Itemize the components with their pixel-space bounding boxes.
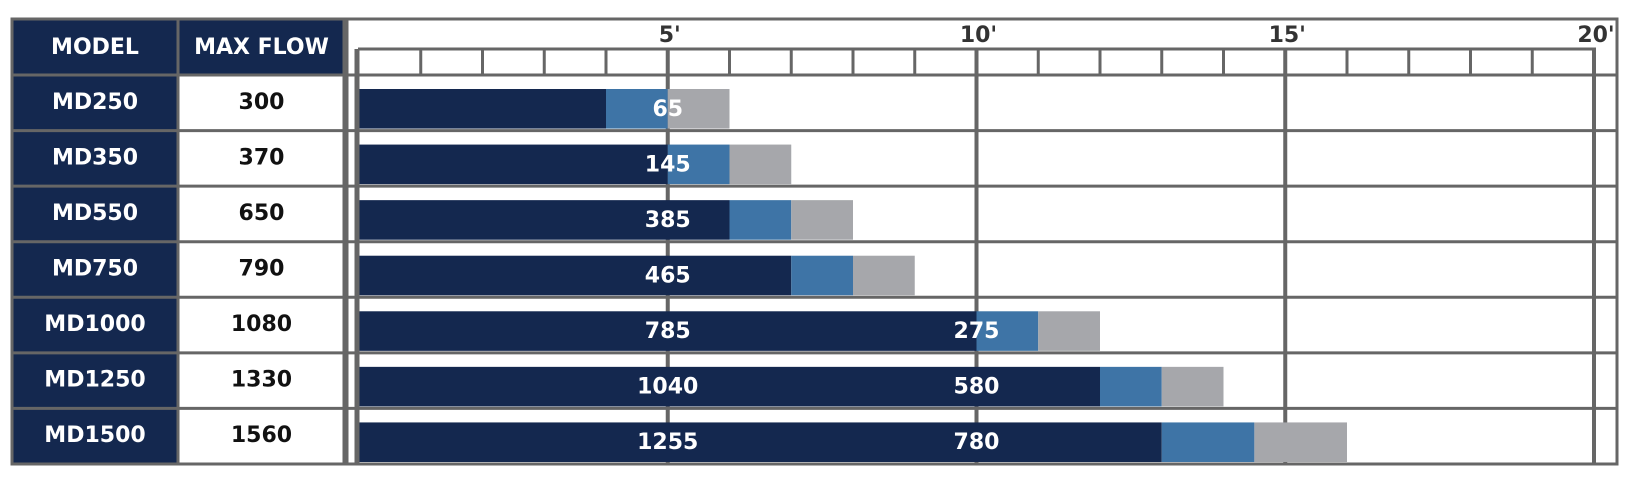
value-label: 385 (645, 208, 691, 233)
model-label: MD250 (52, 90, 138, 115)
bar-segment (359, 422, 1162, 462)
bar-segment (729, 144, 792, 185)
x-tick-label: 20' (1577, 23, 1614, 48)
bar-segment (359, 366, 1100, 407)
value-label: 65 (652, 97, 683, 122)
x-tick-label: 5' (659, 23, 681, 48)
value-label: 1040 (637, 375, 698, 400)
model-cell (13, 186, 177, 242)
bar-segment (791, 255, 853, 296)
value-label: 145 (645, 152, 691, 177)
bar-segment (791, 200, 853, 240)
value-label: 275 (954, 319, 1000, 344)
model-cell (13, 408, 177, 464)
model-label: MD1000 (44, 312, 145, 337)
column-header: MAX FLOW (194, 35, 329, 60)
model-label: MD1250 (44, 368, 145, 393)
max-flow: 790 (239, 257, 285, 282)
bar-segment (667, 144, 730, 185)
bar-segment (1038, 311, 1100, 351)
model-label: MD350 (52, 145, 138, 170)
value-label: 780 (954, 430, 1000, 455)
value-label: 785 (645, 319, 691, 344)
chart-frame (345, 17, 1619, 466)
model-cell (13, 241, 177, 298)
bar-segment (359, 255, 792, 296)
model-cell (13, 352, 177, 409)
model-label: MD550 (52, 201, 138, 226)
bar-segment (1161, 422, 1255, 462)
max-flow: 300 (239, 90, 285, 115)
model-cell (13, 75, 177, 131)
bar-segment (976, 311, 1039, 351)
bar-segment (1254, 422, 1347, 462)
bar-segment (606, 89, 668, 129)
max-flow: 650 (239, 201, 285, 226)
bar-segment (1100, 366, 1162, 407)
value-label: 465 (645, 264, 691, 289)
model-cell (13, 297, 177, 353)
bar-segment (729, 200, 792, 240)
value-label: 1255 (637, 430, 698, 455)
bar-segment (667, 89, 730, 129)
bar-segment (1161, 366, 1224, 407)
max-flow: 1080 (231, 312, 292, 337)
model-cell (13, 130, 177, 187)
model-label: MD750 (52, 257, 138, 282)
value-label: 580 (954, 375, 1000, 400)
max-flow: 370 (239, 145, 285, 170)
bar-segment (853, 255, 915, 296)
bar-segment (359, 200, 730, 240)
bar-segment (359, 89, 606, 129)
max-flow: 1560 (231, 423, 292, 448)
column-header: MODEL (51, 35, 139, 60)
bar-segment (359, 311, 977, 351)
header-cell (13, 19, 177, 75)
max-flow: 1330 (231, 368, 292, 393)
model-label: MD1500 (44, 423, 145, 448)
x-tick-label: 10' (960, 23, 997, 48)
x-tick-label: 15' (1269, 23, 1306, 48)
bar-segment (359, 144, 668, 185)
header-cell (179, 19, 344, 75)
